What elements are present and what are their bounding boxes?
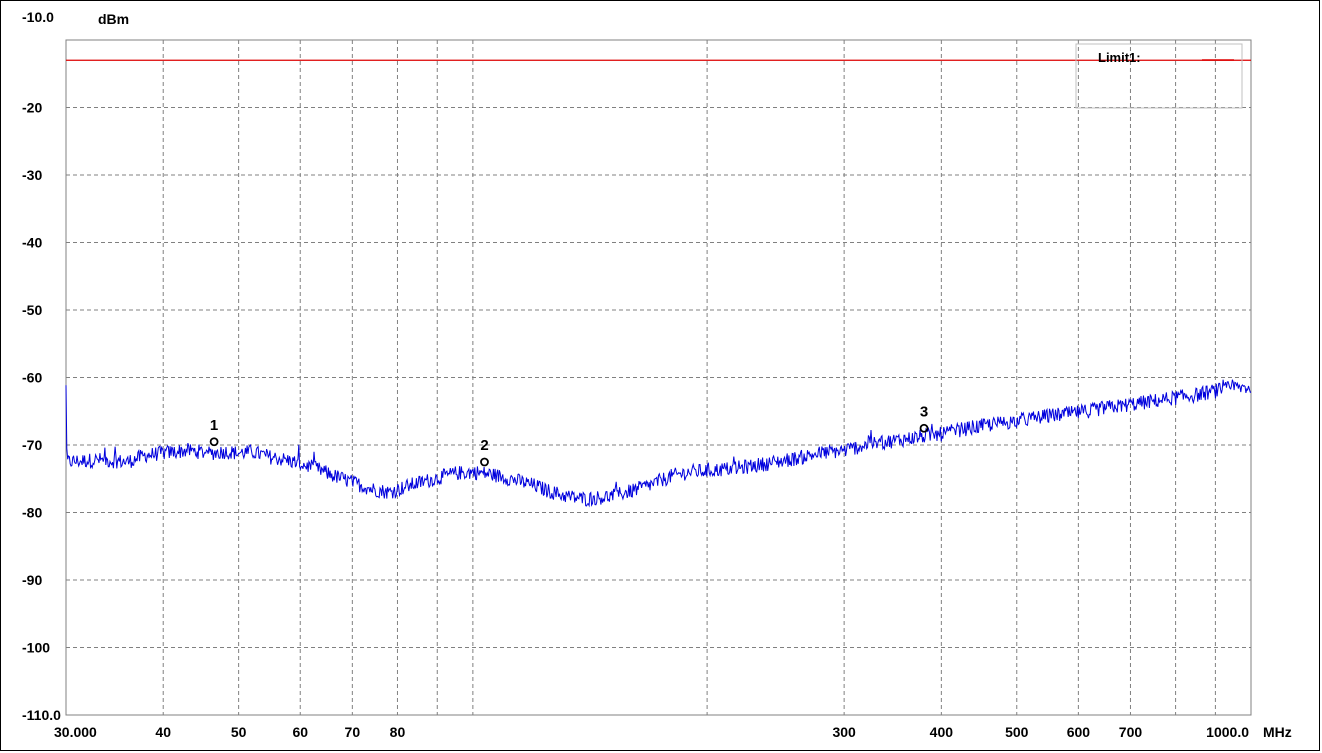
y-tick-label: -110.0 [22,707,61,723]
x-unit-label: MHz [1263,724,1292,740]
x-tick-label: 40 [155,724,171,740]
y-tick-label: -50 [22,302,42,318]
marker-point [919,423,929,433]
marker-point [209,437,219,447]
x-tick-labels: 30.000 40 50 60 70 80 300 400 500 600 700 1000.0 [54,724,1249,740]
y-tick-label: -80 [22,505,42,521]
y-tick-label: -20 [22,100,42,116]
marker-number: 1 [210,417,218,434]
legend-limit-label: Limit1: [1098,50,1141,65]
y-tick-label: -90 [22,572,42,588]
x-tick-label: 1000.0 [1206,724,1249,740]
x-tick-label: 80 [390,724,406,740]
x-tick-label: 400 [930,724,954,740]
x-tick-label: 500 [1005,724,1029,740]
y-tick-label: -30 [22,167,42,183]
x-tick-label: 300 [832,724,856,740]
x-tick-label: 30.000 [54,724,97,740]
marker-number: 2 [480,437,488,454]
y-tick-label: -70 [22,437,42,453]
marker-number: 3 [920,403,928,420]
y-tick-label: -60 [22,370,42,386]
y-tick-label: -100 [22,640,50,656]
y-tick-label: -40 [22,235,42,251]
y-tick-label: -10.0 [22,9,54,25]
grid [66,40,1251,715]
emission-trace [65,379,1252,508]
x-tick-label: 60 [292,724,308,740]
marker-layer: 1 2 3 [209,403,929,467]
trace-layer [65,379,1252,508]
legend: Limit1: [1075,43,1243,109]
y-unit-label: dBm [98,11,129,27]
x-tick-label: 600 [1067,724,1091,740]
x-tick-label: 50 [231,724,247,740]
legend-box [1075,43,1243,109]
marker-point [480,457,489,467]
x-tick-label: 700 [1119,724,1143,740]
y-tick-labels: -10.0 -20 -30 -40 -50 -60 -70 -80 -90 -100 -110.0 [22,9,61,723]
x-tick-label: 70 [345,724,361,740]
